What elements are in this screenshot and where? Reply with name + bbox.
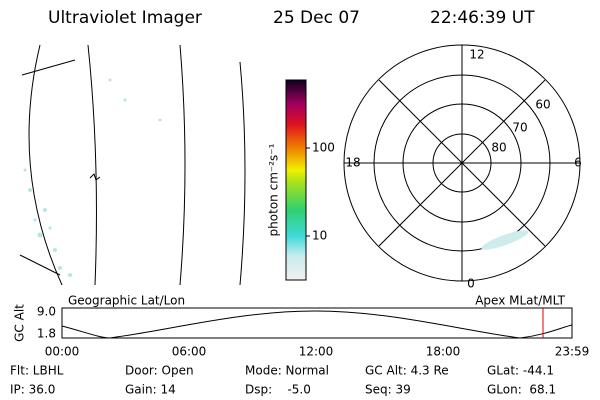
date: 25 Dec 07 xyxy=(273,8,360,28)
altitude-curve xyxy=(61,310,573,339)
mlat-label: 70 xyxy=(512,121,527,135)
mlat-label: 60 xyxy=(535,98,550,112)
status-field: GC Alt: 4.3 Re xyxy=(365,364,449,378)
mlat-label: 80 xyxy=(491,141,506,155)
colorbar xyxy=(285,79,307,281)
y-tick-label: 9.0 xyxy=(37,305,56,319)
image-panel xyxy=(19,44,246,286)
colorbar-unit: photon cm⁻²s⁻¹ xyxy=(267,143,281,236)
status-field: Door: Open xyxy=(125,364,194,378)
x-tick-label: 18:00 xyxy=(426,345,461,359)
instrument: Ultraviolet Imager xyxy=(48,8,202,28)
status-field: IP: 36.0 xyxy=(10,383,55,397)
status-field: Dsp: -5.0 xyxy=(245,383,311,397)
polar-plot xyxy=(343,44,581,282)
status-field: GLon: 68.1 xyxy=(487,383,556,397)
mlt-label: 6 xyxy=(574,156,582,170)
x-tick-label: 12:00 xyxy=(299,345,334,359)
status-field: Seq: 39 xyxy=(365,383,411,397)
colorbar-label: 100 xyxy=(312,141,335,155)
mlt-label: 0 xyxy=(467,277,475,291)
y-label: GC Alt xyxy=(13,304,27,342)
mlt-label: 12 xyxy=(469,48,484,62)
x-tick-label: 00:00 xyxy=(45,345,80,359)
status: Flt: LBHL Door: Open Mode: Normal GC Alt: 4… xyxy=(10,364,556,397)
status-field: Flt: LBHL xyxy=(10,364,64,378)
x-tick-label: 06:00 xyxy=(172,345,207,359)
colorbar-label: 10 xyxy=(312,229,327,243)
right-title: Apex MLat/MLT xyxy=(475,294,565,308)
left-title: Geographic Lat/Lon xyxy=(68,294,185,308)
status-field: Mode: Normal xyxy=(245,364,329,378)
mlt-label: 18 xyxy=(345,156,360,170)
x-tick-label: 23:59 xyxy=(555,345,590,359)
status-field: Gain: 14 xyxy=(125,383,176,397)
time: 22:46:39 UT xyxy=(430,8,535,28)
altitude-frame xyxy=(61,307,573,339)
y-tick-label: 1.8 xyxy=(37,327,56,341)
status-field: GLat: -44.1 xyxy=(487,364,554,378)
